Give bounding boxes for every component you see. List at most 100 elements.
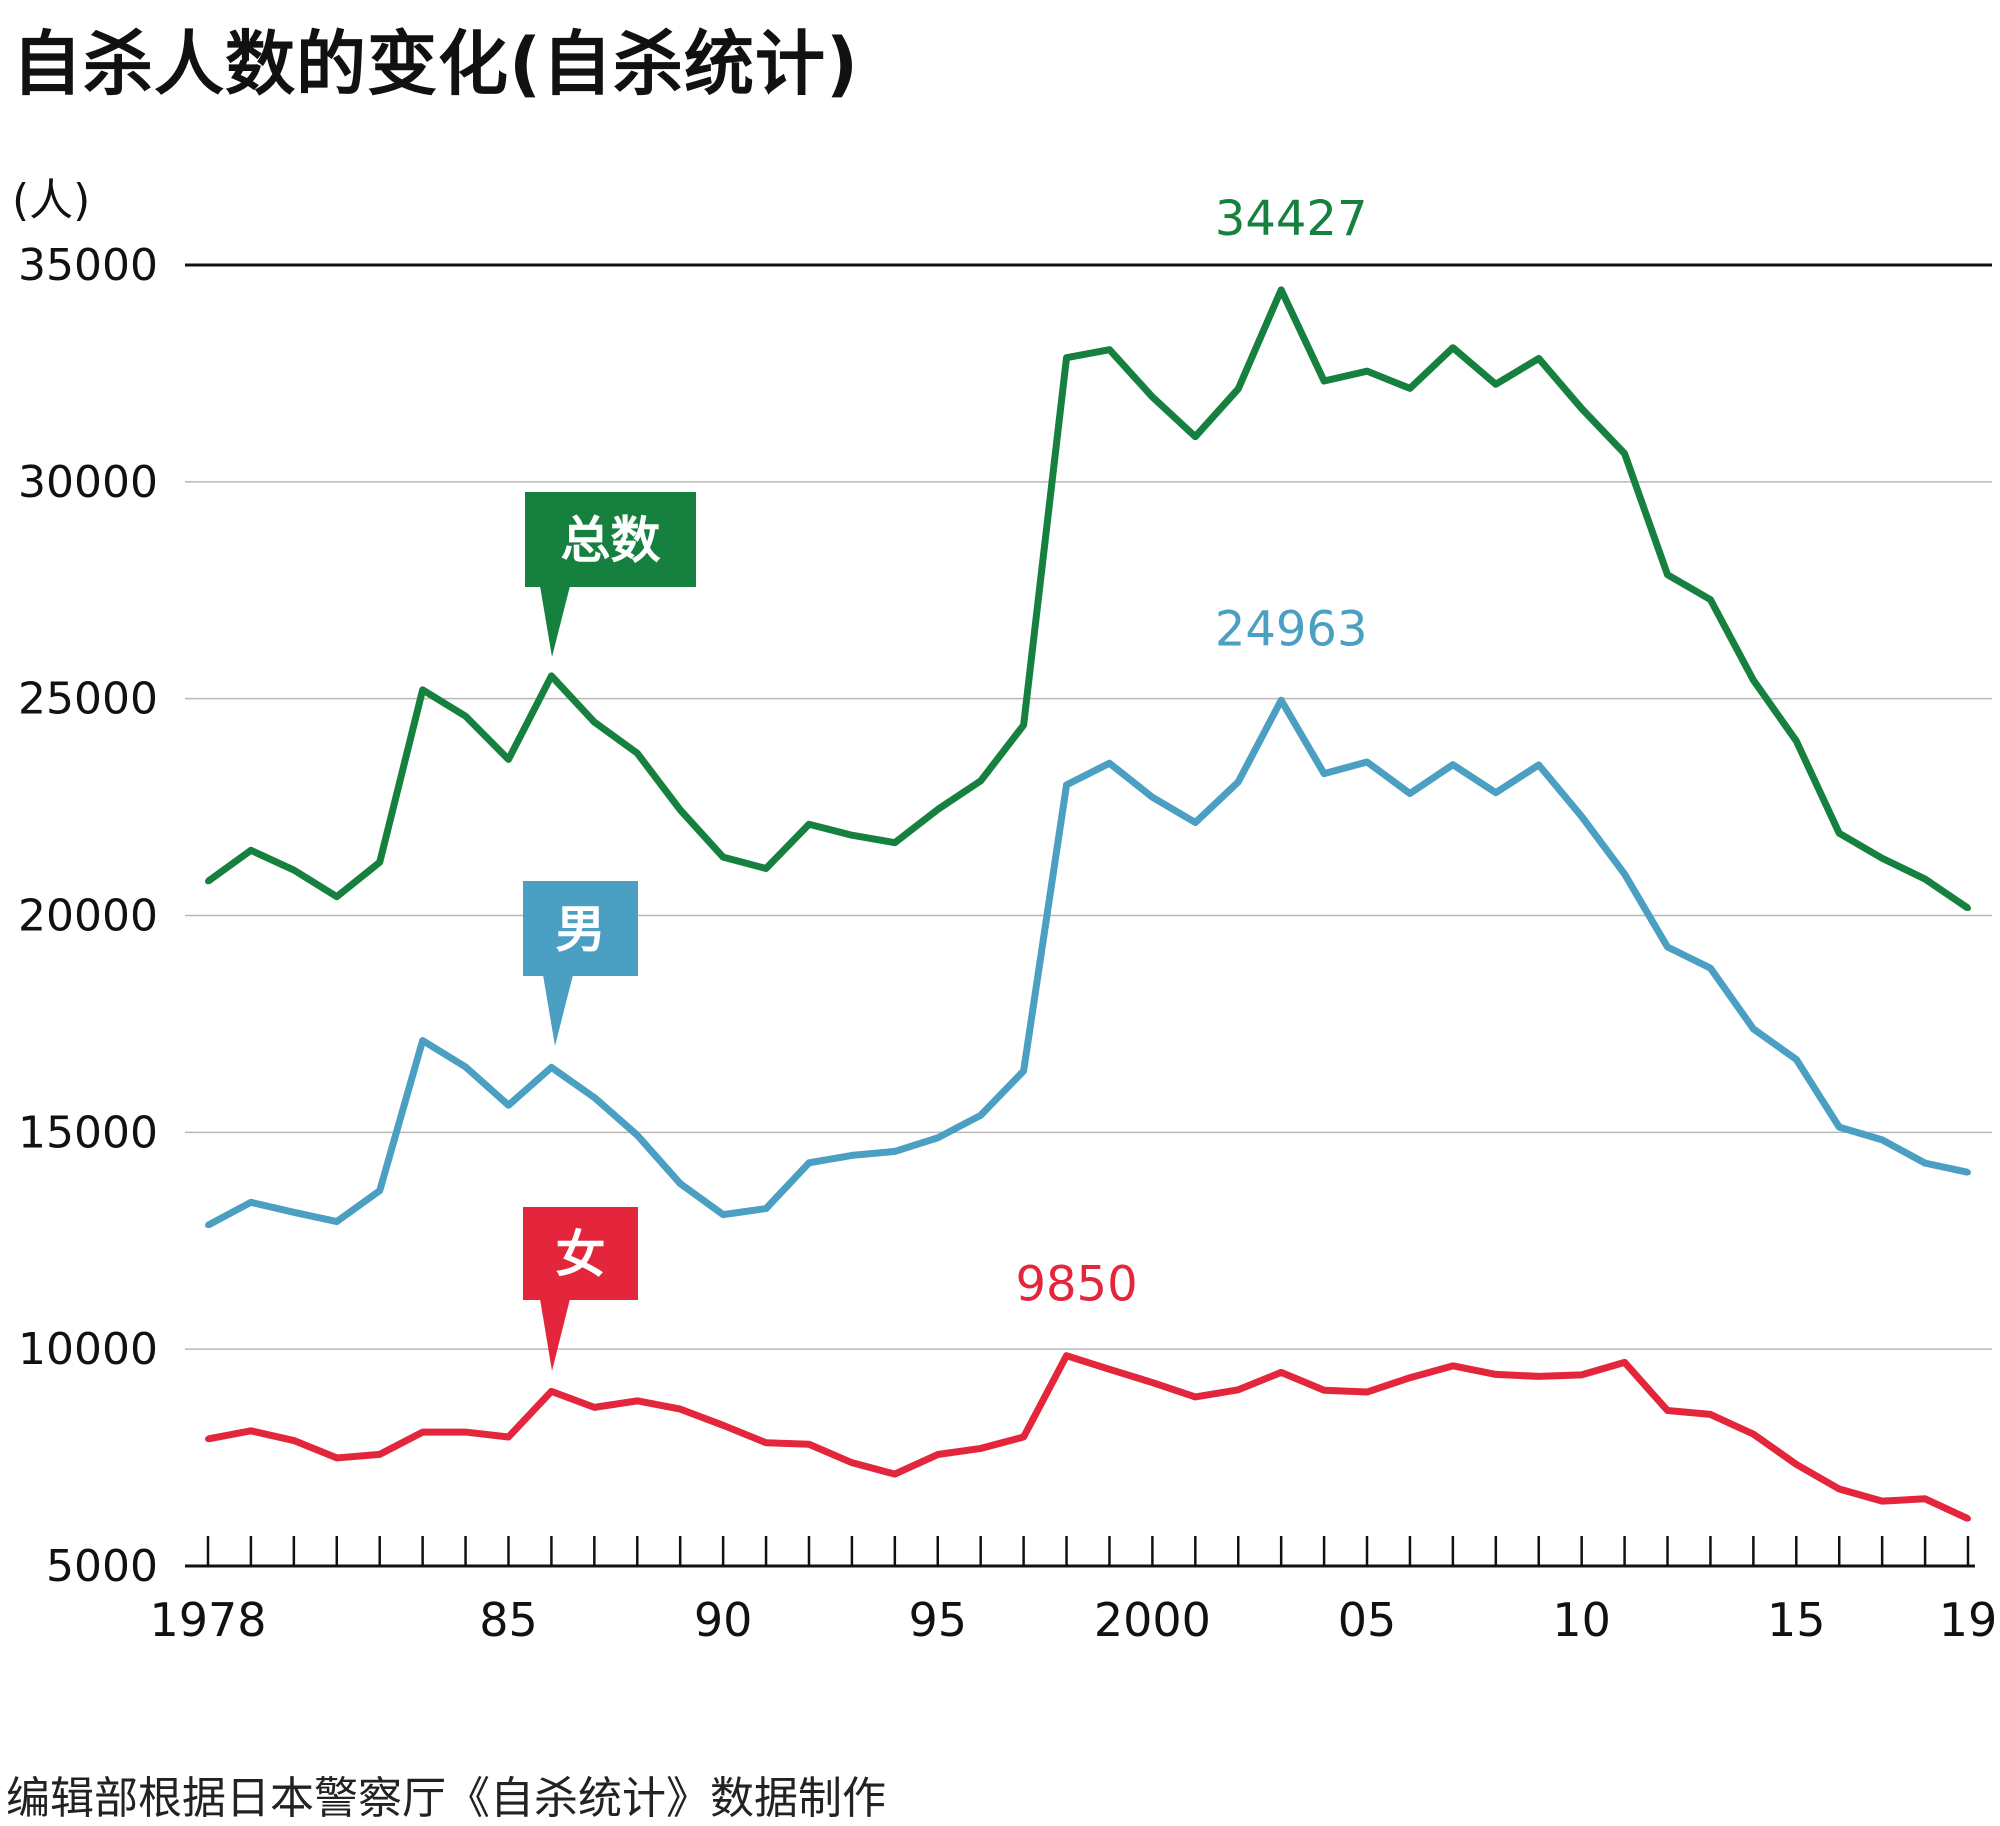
data-point [1922, 1495, 1929, 1502]
data-point [805, 1159, 812, 1166]
data-point [1406, 385, 1413, 392]
x-tick-label: 10 [1552, 1593, 1611, 1647]
series-line-0 [205, 286, 1970, 912]
legend-callout-pointer [540, 1299, 570, 1371]
legend-callout-pointer [540, 586, 570, 657]
data-point [205, 1435, 211, 1442]
data-point [763, 865, 770, 872]
data-point [1578, 1371, 1585, 1378]
data-point [1364, 368, 1371, 375]
data-point [1449, 344, 1456, 351]
data-point [505, 1102, 512, 1109]
data-point [1063, 781, 1070, 788]
data-point [1535, 761, 1542, 768]
data-point [462, 713, 469, 720]
legend-callout-pointer [543, 975, 573, 1046]
data-point [247, 847, 254, 854]
data-point [1192, 1393, 1199, 1400]
data-point [1364, 1389, 1371, 1396]
data-point [1664, 944, 1671, 951]
data-point [1321, 770, 1328, 777]
peak-label: 24963 [1215, 601, 1368, 657]
data-point [720, 1211, 727, 1218]
data-point [1621, 871, 1628, 878]
data-point [1836, 830, 1843, 837]
data-point [1922, 876, 1929, 883]
data-point [591, 1094, 598, 1101]
data-point [419, 1429, 426, 1436]
y-tick-label: 25000 [18, 674, 158, 725]
data-point [462, 1429, 469, 1436]
data-point [1449, 1362, 1456, 1369]
data-point [1836, 1124, 1843, 1131]
data-point [290, 1209, 297, 1216]
data-point [934, 806, 941, 813]
data-point [977, 1445, 984, 1452]
data-point [333, 893, 340, 900]
data-point [763, 1205, 770, 1212]
legend-callout-box [523, 1207, 638, 1300]
data-point [1149, 794, 1156, 801]
data-point [634, 750, 641, 757]
data-point [247, 1427, 254, 1434]
y-tick-label: 20000 [18, 891, 158, 942]
data-point [1793, 1056, 1800, 1063]
x-tick-label: 90 [694, 1593, 753, 1647]
data-point [1235, 778, 1242, 785]
data-point [720, 854, 727, 861]
data-point [677, 806, 684, 813]
data-point [1965, 1169, 1971, 1176]
data-point [1707, 1411, 1714, 1418]
data-point [1750, 1431, 1757, 1438]
data-point [548, 1064, 555, 1071]
data-point [1578, 813, 1585, 820]
data-point [376, 859, 383, 866]
data-point [419, 686, 426, 693]
legend-callout-box [523, 881, 638, 976]
series-line-1 [206, 696, 1969, 1229]
data-point [634, 1397, 641, 1404]
data-point [805, 821, 812, 828]
data-point [1321, 1387, 1328, 1394]
data-point [1707, 965, 1714, 972]
x-tick-label: 85 [479, 1593, 538, 1647]
data-point [505, 756, 512, 763]
x-tick-label: 15 [1767, 1593, 1826, 1647]
data-point [1106, 346, 1113, 353]
data-point [1664, 1407, 1671, 1414]
data-point [1192, 819, 1199, 826]
data-point [1063, 354, 1070, 361]
data-point [1578, 405, 1585, 412]
data-point [1149, 393, 1156, 400]
data-point [1621, 450, 1628, 457]
y-tick-label: 5000 [46, 1541, 158, 1592]
data-point [1063, 1352, 1070, 1359]
data-point [1406, 1374, 1413, 1381]
data-point [891, 839, 898, 846]
source-note: 编辑部根据日本警察厅《自杀统计》数据制作 [6, 1773, 886, 1824]
data-point [419, 1037, 426, 1044]
data-point [1235, 385, 1242, 392]
data-point [634, 1132, 641, 1139]
data-point [290, 867, 297, 874]
data-point [677, 1406, 684, 1413]
x-tick-label: 2000 [1094, 1593, 1211, 1647]
data-point [1793, 1461, 1800, 1468]
data-point [591, 719, 598, 726]
y-tick-label: 15000 [18, 1107, 158, 1158]
data-point [1664, 571, 1671, 578]
data-point [763, 1439, 770, 1446]
data-point [1750, 1025, 1757, 1032]
x-tick-label: 95 [908, 1593, 967, 1647]
data-point [1492, 1371, 1499, 1378]
data-point [977, 1112, 984, 1119]
legend-callout-box [525, 492, 696, 587]
data-point [591, 1404, 598, 1411]
y-tick-label: 30000 [18, 457, 158, 508]
data-point [1106, 1366, 1113, 1373]
data-point [1965, 905, 1971, 912]
peak-label: 9850 [1015, 1257, 1137, 1313]
data-point [848, 832, 855, 839]
x-tick-label: 19 [1939, 1593, 1998, 1647]
